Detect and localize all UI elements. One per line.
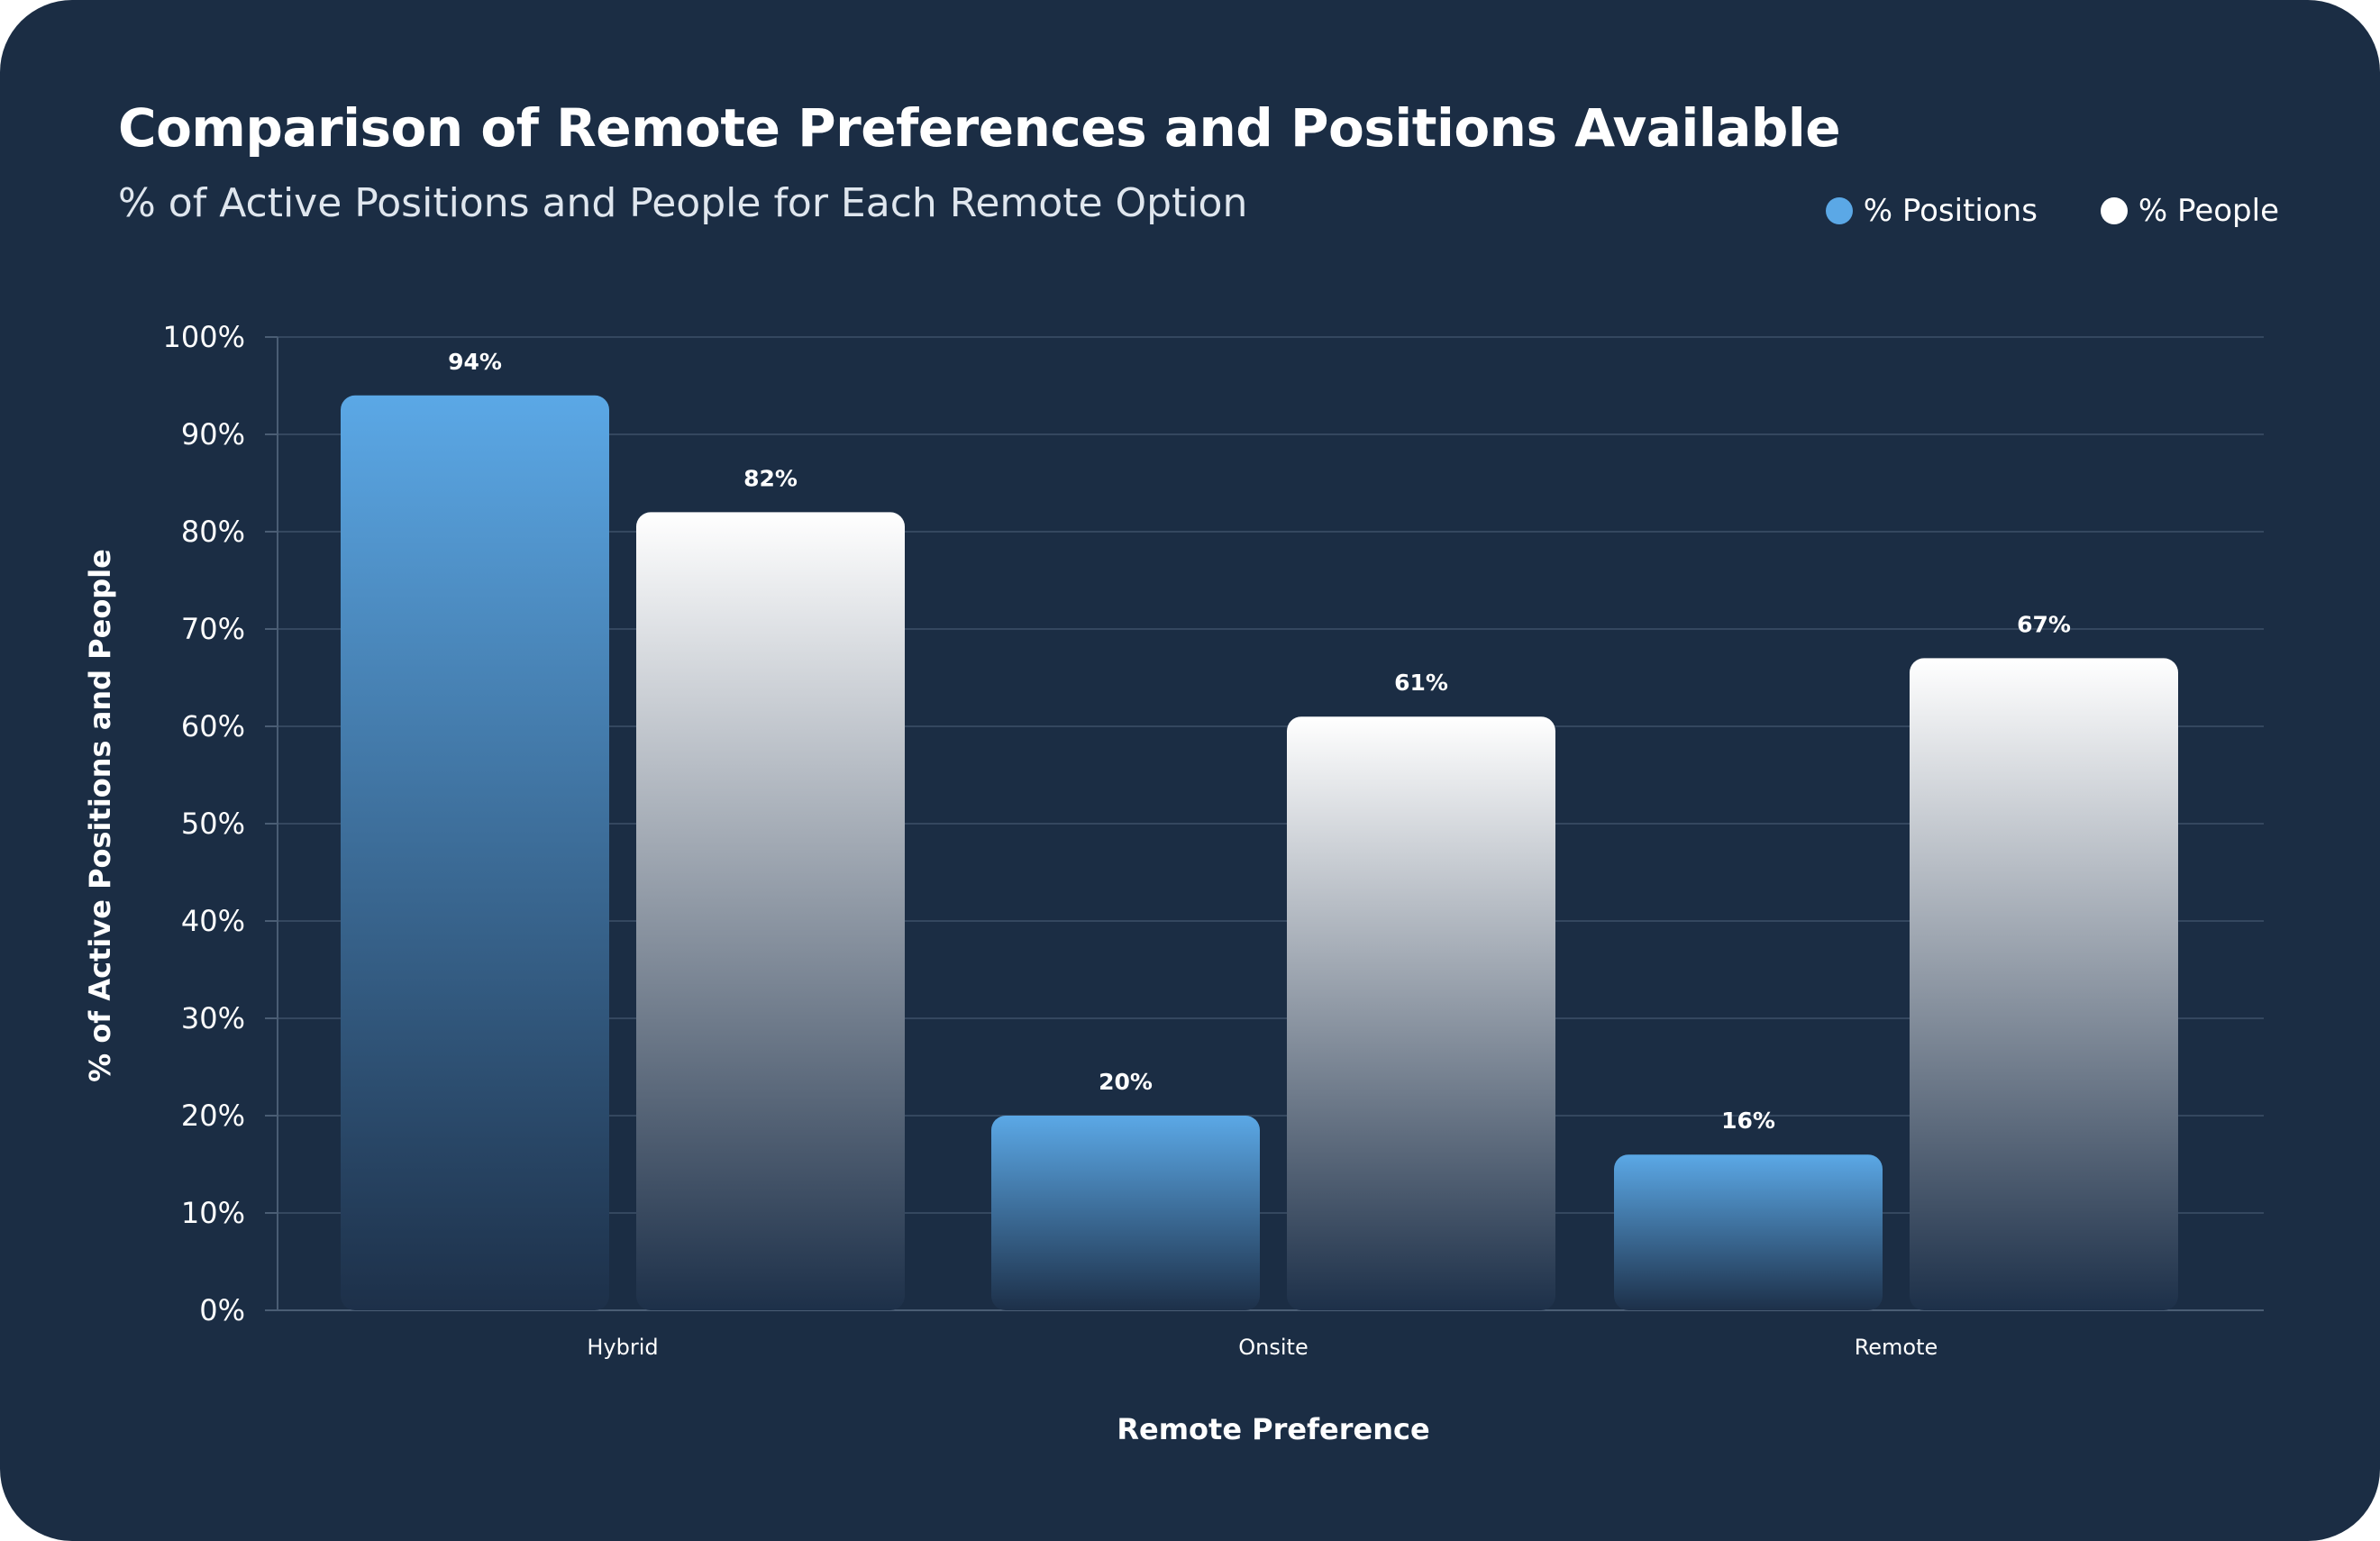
chart-title: Comparison of Remote Preferences and Pos… — [118, 97, 1841, 159]
legend-label-positions: % Positions — [1863, 193, 2038, 229]
y-tick-label: 70% — [181, 612, 245, 646]
y-tick-label: 90% — [181, 417, 245, 451]
y-tick-label: 30% — [181, 1001, 245, 1035]
legend-swatch-positions — [1825, 197, 1853, 224]
y-axis-title: % of Active Positions and People — [83, 549, 117, 1082]
value-labels: 94% 82% 20% 61% 16% 67% — [448, 349, 2071, 1134]
value-label-positions-hybrid: 94% — [448, 349, 502, 375]
legend-swatch-people — [2100, 197, 2128, 224]
chart-legend: % Positions % People — [1825, 193, 2279, 229]
x-axis-ticks: Hybrid Onsite Remote — [587, 1335, 1938, 1360]
y-tick-label: 100% — [163, 320, 245, 354]
y-tick-label: 40% — [181, 904, 245, 938]
x-tick-label-hybrid: Hybrid — [587, 1335, 658, 1360]
bar-people-hybrid — [636, 512, 905, 1310]
y-tick-label: 0% — [199, 1293, 245, 1327]
y-tick-label: 20% — [181, 1099, 245, 1133]
chart-subtitle: % of Active Positions and People for Eac… — [118, 180, 1248, 226]
x-tick-label-remote: Remote — [1855, 1335, 1938, 1360]
bar-positions-remote — [1614, 1154, 1883, 1310]
value-label-positions-onsite: 20% — [1099, 1069, 1153, 1095]
bars — [341, 395, 2178, 1310]
x-axis-title: Remote Preference — [1117, 1412, 1429, 1446]
legend-item-people: % People — [2100, 193, 2279, 229]
legend-item-positions: % Positions — [1825, 193, 2038, 229]
value-label-people-hybrid: 82% — [743, 465, 798, 491]
y-tick-label: 60% — [181, 709, 245, 743]
value-label-people-onsite: 61% — [1394, 670, 1448, 696]
bar-positions-hybrid — [341, 395, 609, 1310]
legend-label-people: % People — [2138, 193, 2279, 229]
y-tick-label: 50% — [181, 807, 245, 841]
bar-people-remote — [1910, 658, 2178, 1310]
y-axis-ticks: 0% 10% 20% 30% 40% 50% 60% 70% 80% 90% 100% — [163, 320, 278, 1327]
x-tick-label-onsite: Onsite — [1238, 1335, 1308, 1360]
value-label-people-remote: 67% — [2017, 611, 2071, 637]
y-tick-label: 10% — [181, 1196, 245, 1230]
bar-people-onsite — [1287, 716, 1555, 1310]
y-tick-label: 80% — [181, 515, 245, 549]
bar-positions-onsite — [991, 1116, 1260, 1310]
value-label-positions-remote: 16% — [1721, 1108, 1775, 1134]
